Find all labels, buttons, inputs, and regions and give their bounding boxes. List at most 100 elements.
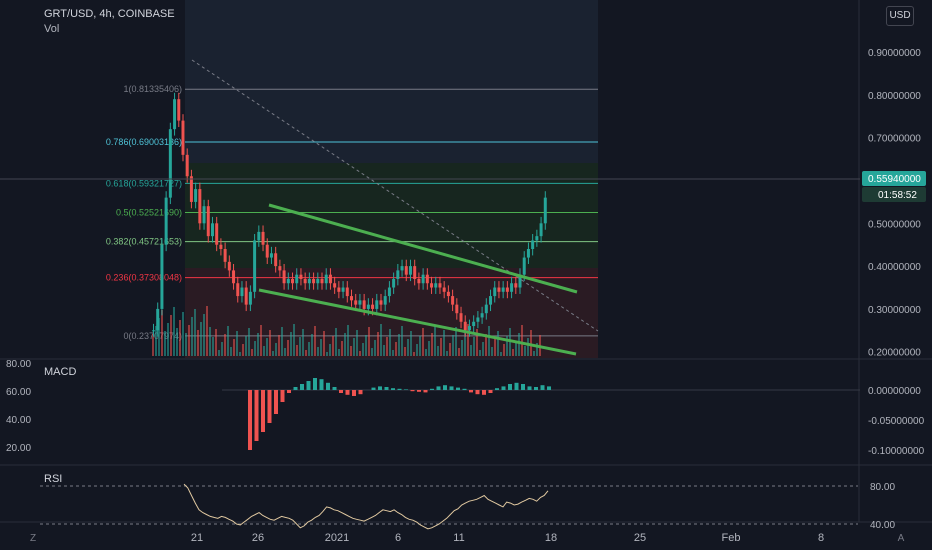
candle-body bbox=[366, 304, 370, 309]
macd-histogram-bar bbox=[261, 390, 265, 432]
candle-body bbox=[152, 330, 155, 332]
candle-body bbox=[510, 283, 514, 292]
macd-histogram-bar bbox=[410, 390, 415, 392]
volume-bar bbox=[260, 325, 262, 356]
candle-body bbox=[421, 274, 425, 284]
volume-bar bbox=[341, 341, 343, 356]
volume-bar bbox=[275, 343, 277, 356]
rsi-axis-label: 80.00 bbox=[870, 482, 895, 493]
time-axis-label: 25 bbox=[634, 532, 646, 544]
rsi-axis-label: 40.00 bbox=[870, 520, 895, 531]
fib-level-label: 0.236(0.37308048) bbox=[106, 273, 182, 283]
volume-bar bbox=[506, 336, 508, 356]
candle-body bbox=[531, 240, 535, 249]
candle-body bbox=[387, 287, 391, 297]
candle-body bbox=[371, 304, 375, 309]
volume-bar bbox=[332, 336, 334, 356]
volume-bar bbox=[458, 348, 460, 356]
candle-body bbox=[219, 244, 223, 249]
fib-level-label: 0.618(0.59321727) bbox=[106, 178, 182, 188]
time-axis-label: Feb bbox=[722, 532, 741, 544]
volume-bar bbox=[518, 333, 520, 356]
volume-bar bbox=[194, 309, 196, 356]
volume-bar bbox=[254, 341, 256, 356]
macd-histogram-bar bbox=[352, 390, 356, 396]
volume-bar bbox=[386, 337, 388, 356]
candle-body bbox=[383, 296, 387, 305]
volume-bar bbox=[161, 310, 163, 356]
time-axis-label: 26 bbox=[252, 532, 264, 544]
volume-bar bbox=[164, 331, 166, 356]
candle-body bbox=[379, 300, 383, 305]
rsi-label: RSI bbox=[44, 473, 63, 485]
volume-bar bbox=[530, 330, 532, 356]
macd-histogram-bar bbox=[462, 388, 467, 390]
volume-bar bbox=[167, 323, 169, 356]
volume-bar bbox=[434, 325, 436, 356]
candle-body bbox=[535, 236, 539, 241]
timezone-button[interactable]: Z bbox=[29, 533, 37, 544]
currency-button[interactable]: USD bbox=[886, 6, 914, 26]
candle-body bbox=[257, 231, 261, 241]
macd-axis-label: -0.10000000 bbox=[868, 446, 925, 457]
left-axis-label: 40.00 bbox=[6, 415, 31, 426]
candle-body bbox=[438, 283, 442, 288]
candle-body bbox=[206, 206, 210, 237]
candle-body bbox=[328, 274, 332, 284]
candle-body bbox=[156, 308, 160, 331]
candle-body bbox=[451, 296, 455, 305]
macd-histogram-bar bbox=[547, 386, 551, 390]
macd-histogram-bar bbox=[319, 379, 324, 390]
volume-bar bbox=[263, 346, 265, 356]
candle-body bbox=[425, 274, 429, 284]
candle-body bbox=[430, 283, 434, 288]
volume-bar bbox=[485, 334, 487, 356]
volume-bar bbox=[413, 352, 415, 356]
price-axis-label: 0.70000000 bbox=[868, 134, 921, 145]
candle-body bbox=[198, 189, 202, 224]
volume-bar bbox=[317, 347, 319, 356]
volume-bar bbox=[470, 345, 472, 356]
candle-body bbox=[215, 223, 219, 245]
macd-histogram-bar bbox=[274, 390, 278, 414]
macd-histogram-bar bbox=[430, 388, 434, 390]
volume-bar bbox=[428, 341, 430, 356]
candle-body bbox=[286, 278, 290, 284]
volume-bar bbox=[188, 325, 190, 356]
volume-bar bbox=[524, 346, 526, 356]
volume-bar bbox=[335, 328, 337, 356]
macd-axis-label: 0.00000000 bbox=[868, 386, 921, 397]
macd-histogram-bar bbox=[339, 390, 343, 393]
candle-body bbox=[232, 270, 236, 284]
macd-histogram-bar bbox=[397, 388, 402, 390]
volume-bar bbox=[479, 350, 481, 356]
macd-histogram-bar bbox=[423, 390, 428, 393]
volume-bar bbox=[377, 332, 379, 356]
candle-body bbox=[173, 99, 177, 130]
candle-body bbox=[320, 278, 324, 284]
auto-scale-button[interactable]: A bbox=[897, 533, 905, 544]
macd-histogram-bar bbox=[300, 384, 304, 390]
volume-bar bbox=[347, 325, 349, 356]
volume-bar bbox=[236, 331, 238, 356]
fib-level-label: 0.5(0.52521690) bbox=[116, 208, 182, 218]
left-axis-label: 20.00 bbox=[6, 443, 31, 454]
volume-bar bbox=[422, 328, 424, 356]
macd-histogram-bar bbox=[482, 390, 486, 395]
volume-bar bbox=[284, 348, 286, 356]
volume-bar bbox=[449, 343, 451, 356]
candle-body bbox=[278, 266, 282, 271]
volume-bar bbox=[365, 335, 367, 356]
candle-body bbox=[168, 129, 172, 198]
volume-bar bbox=[251, 349, 253, 356]
candle-body bbox=[261, 231, 265, 245]
volume-bar bbox=[176, 328, 178, 356]
volume-bar bbox=[266, 338, 268, 356]
candle-body bbox=[164, 197, 168, 245]
candle-body bbox=[307, 278, 311, 284]
volume-bar bbox=[404, 347, 406, 356]
macd-histogram-bar bbox=[443, 385, 447, 390]
candle-body bbox=[341, 287, 345, 292]
candle-body bbox=[269, 253, 273, 258]
